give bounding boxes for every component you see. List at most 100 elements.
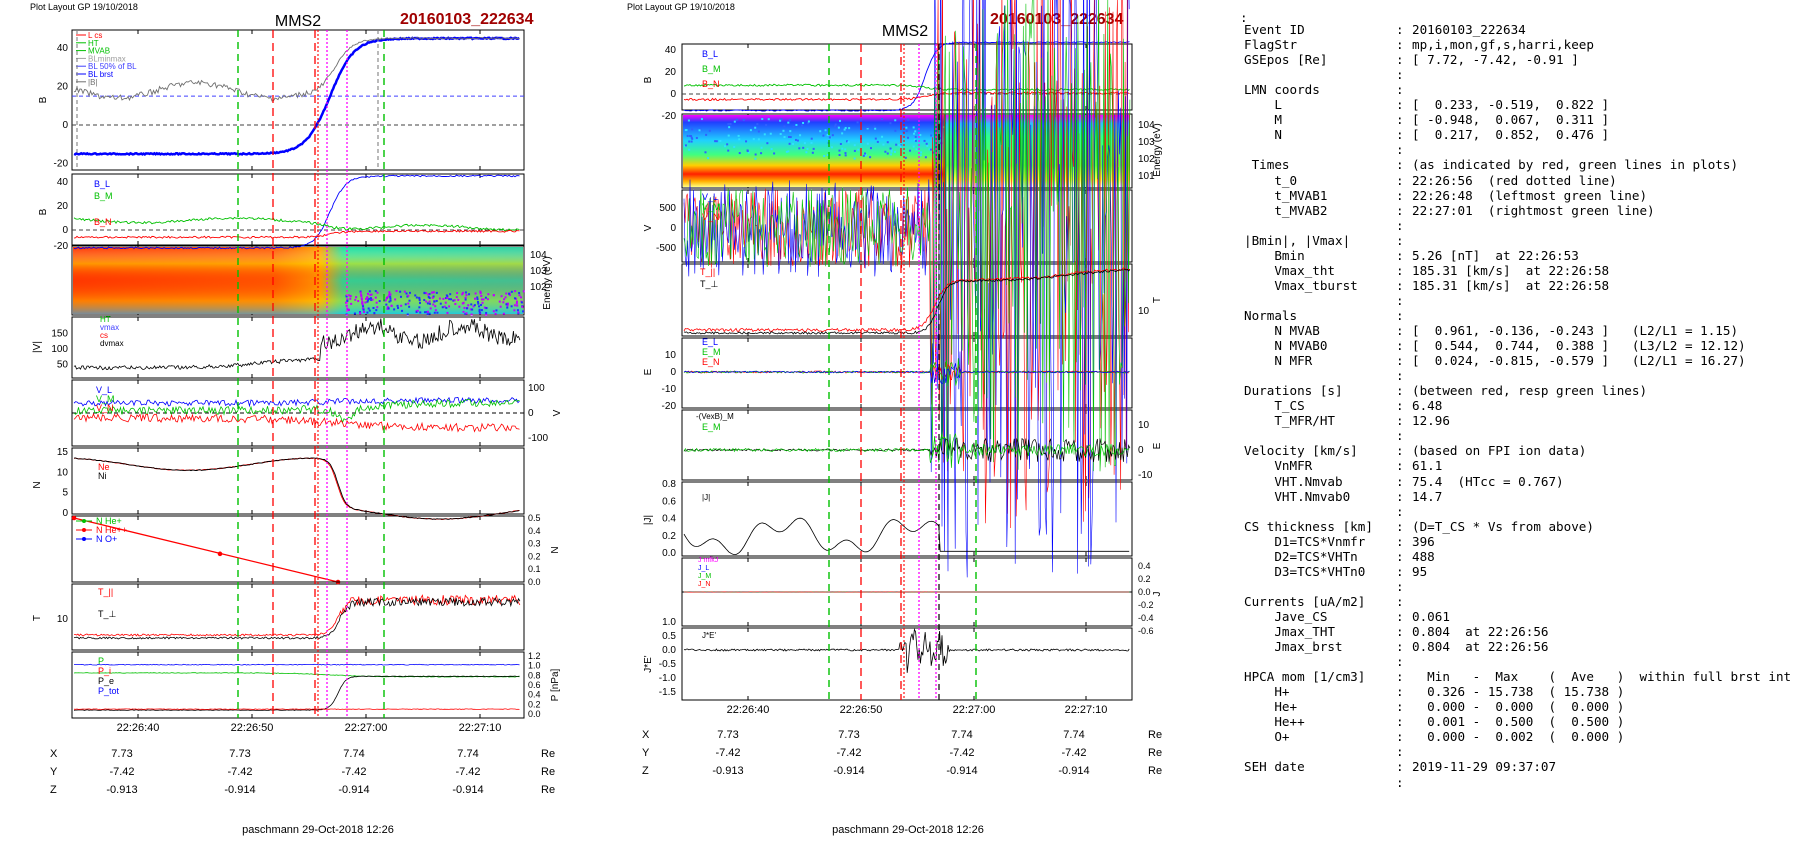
y-tick-label: 0.0 xyxy=(528,709,541,719)
legend-marker xyxy=(82,528,86,532)
spectrogram-pixel xyxy=(913,138,916,141)
legend-label: V_M xyxy=(96,394,115,404)
spectrogram-pixel xyxy=(408,305,411,308)
spectrogram-pixel xyxy=(792,142,795,145)
info-value: [ 7.72, -7.42, -0.91 ] xyxy=(1412,52,1579,68)
spectrogram-pixel xyxy=(904,156,907,159)
spectrogram-pixel xyxy=(505,303,508,306)
panel-frame xyxy=(681,43,1133,111)
y-tick-label: 15 xyxy=(57,447,69,458)
position-value: -0.913 xyxy=(712,765,743,777)
spectrogram-pixel xyxy=(685,129,688,132)
y-tick-label: -0.4 xyxy=(1138,613,1154,623)
y-axis-label: V xyxy=(552,409,563,416)
position-axis-label: X xyxy=(642,729,650,741)
panel-frame xyxy=(71,29,525,171)
spectrogram-pixel xyxy=(890,148,893,151)
y-tick-label: -1.5 xyxy=(659,687,677,698)
spectrogram-pixel xyxy=(802,146,805,149)
info-value: 22:27:01 (rightmost green line) xyxy=(1412,202,1655,218)
spectrogram-pixel xyxy=(469,308,472,311)
footer-credit: paschmann 29-Oct-2018 12:26 xyxy=(832,824,984,836)
spectrogram-pixel xyxy=(388,300,391,303)
y-tick-label: 100 xyxy=(51,344,68,355)
position-value: -7.42 xyxy=(715,747,740,759)
spectrogram-pixel xyxy=(452,299,455,302)
y-tick-label: 102 xyxy=(530,282,547,293)
spectrogram-pixel xyxy=(844,154,847,157)
spectrogram-pixel xyxy=(920,151,923,154)
spectrogram-pixel xyxy=(480,298,483,301)
info-row: : xyxy=(1232,368,1412,383)
y-tick-label: 104 xyxy=(1138,120,1155,131)
legend-label: J_N xyxy=(698,581,710,588)
info-row: Event ID:20160103_222634 xyxy=(1232,22,1526,37)
spectrogram-pixel xyxy=(919,154,922,157)
spectrogram-pixel xyxy=(719,139,722,142)
y-tick-label: 104 xyxy=(530,250,547,261)
info-key: H+ xyxy=(1244,684,1290,700)
spectrogram-pixel xyxy=(486,298,489,301)
spectrogram-pixel xyxy=(823,155,826,158)
spectrogram-pixel xyxy=(844,148,847,151)
spectrogram-pixel xyxy=(479,290,482,293)
info-row: He++: 0.001 - 0.500 ( 0.500 ) xyxy=(1232,714,1624,729)
spectrogram-pixel xyxy=(375,309,378,312)
spectrogram-pixel xyxy=(869,156,872,159)
spectrogram-pixel xyxy=(446,311,449,314)
spectrogram-pixel xyxy=(450,298,453,301)
spectrogram-pixel xyxy=(387,307,390,310)
spectrogram-pixel xyxy=(399,290,402,293)
panel-frame xyxy=(71,447,525,515)
info-value: 20160103_222634 xyxy=(1412,22,1526,37)
legend-label: |J| xyxy=(702,493,710,502)
spectrogram-pixel xyxy=(485,307,488,310)
spectrogram-pixel xyxy=(478,310,481,313)
position-axis-label: X xyxy=(50,748,58,760)
spectrogram-pixel xyxy=(686,134,689,137)
spectrogram-pixel xyxy=(386,295,389,298)
legend-label: B_M xyxy=(94,191,113,201)
info-key: VHT.Nmvab0 xyxy=(1244,488,1351,504)
y-tick-label: 0 xyxy=(62,225,68,236)
spectrogram-pixel xyxy=(788,119,791,122)
y-tick-label: -20 xyxy=(54,241,69,252)
spectrogram-pixel xyxy=(480,303,483,306)
spectrogram-pixel xyxy=(456,292,459,295)
info-value: 396 xyxy=(1412,533,1435,549)
info-key: He+ xyxy=(1244,699,1298,715)
spectrogram-pixel xyxy=(773,152,776,155)
info-separator: : xyxy=(1396,714,1404,730)
y-tick-label: -10 xyxy=(662,384,677,395)
y-tick-label: 0.4 xyxy=(528,690,541,700)
y-tick-label: 20 xyxy=(665,67,677,78)
legend-label: V_L xyxy=(96,385,112,395)
spectrogram-pixel xyxy=(405,292,408,295)
panel-frame xyxy=(71,245,525,316)
legend-label: J*E' xyxy=(702,631,716,640)
spectrogram-pixel xyxy=(474,297,477,300)
spectrogram-pixel xyxy=(389,295,392,298)
spectrogram-pixel xyxy=(761,118,764,121)
spectrogram-pixel xyxy=(789,136,792,139)
spectrogram-pixel xyxy=(831,134,834,137)
spectrogram-pixel xyxy=(457,298,460,301)
info-key: HPCA mom [1/cm3] xyxy=(1244,669,1366,685)
y-axis-label: Energy (eV) xyxy=(1152,123,1163,176)
ni-line xyxy=(73,457,520,520)
spectrogram-pixel xyxy=(728,126,731,129)
spectrogram-pixel xyxy=(912,145,915,148)
spectrogram-pixel xyxy=(514,290,517,293)
spectrogram-pixel xyxy=(787,121,790,124)
position-value: 7.73 xyxy=(111,748,132,760)
spectrogram-pixel xyxy=(687,119,690,122)
info-row: Velocity [km/s]: (based on FPI ion data) xyxy=(1232,443,1586,458)
spectrogram-pixel xyxy=(698,129,701,132)
spectrogram-pixel xyxy=(689,134,692,137)
spectrogram-pixel xyxy=(834,123,837,126)
spectrogram-pixel xyxy=(914,139,917,142)
info-separator: : xyxy=(1396,67,1404,83)
spectrogram-pixel xyxy=(843,128,846,131)
spectrogram-pixel xyxy=(464,298,467,301)
info-separator: : xyxy=(1396,744,1404,760)
